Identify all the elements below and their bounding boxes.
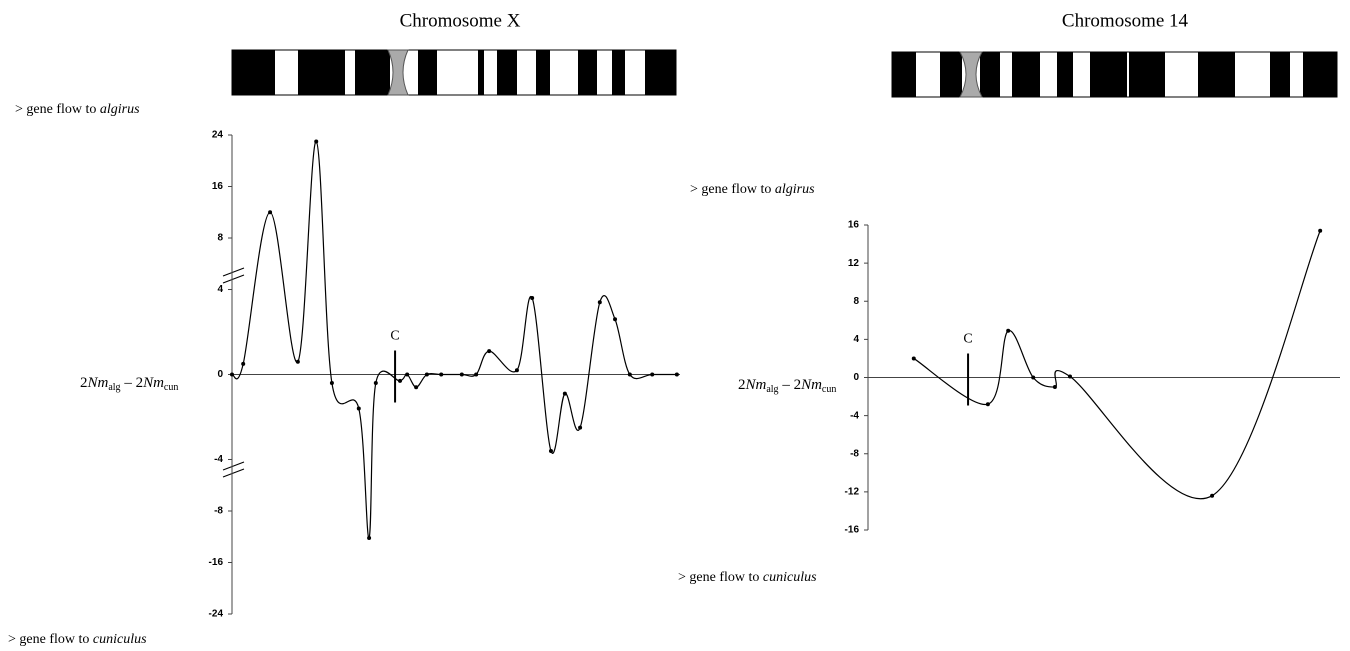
y-axis-label: 2Nmalg – 2Nmcun [80,375,178,393]
y-axis-label-part: Nm [87,375,109,391]
ideogram-14 [891,51,1338,98]
point [414,385,419,390]
axis-break [222,267,245,478]
y-tick-label: -24 [209,609,224,620]
point [911,356,916,361]
point [230,372,234,377]
annotation-top: > gene flow to algirus [690,182,815,197]
y-axis-label-part: Nm [142,375,164,391]
line [231,140,677,539]
y-axis-label-part: – 2 [121,375,144,391]
y-tick-label: 4 [217,284,223,295]
chart-title: Chromosome X [400,10,521,31]
annotation-bottom-part: cuniculus [763,570,817,585]
y-tick-label: -16 [209,557,224,568]
point [439,372,444,377]
y-axis-label-part: Nm [745,377,767,393]
point [1031,375,1036,380]
y-tick-label: 0 [853,372,859,383]
line [913,230,1321,500]
point [295,359,300,364]
y-tick-label: 16 [848,220,860,231]
point [514,368,519,373]
y-axis-label: 2Nmalg – 2Nmcun [738,377,836,395]
point [562,391,567,396]
annotation-bottom-part: > gene flow to [678,570,763,585]
y-tick-label: 12 [848,258,860,269]
y-axis-label-part: alg [108,382,120,393]
y-tick-label: -4 [850,410,859,421]
point [474,372,479,377]
chart-title: Chromosome 14 [1062,10,1189,31]
annotation-top-part: > gene flow to [690,182,775,197]
point [373,380,378,385]
annotation-top-part: algirus [775,182,815,197]
y-axis-label-part: Nm [800,377,822,393]
point [1318,228,1323,233]
point [613,317,618,322]
y-axis-label-part: cun [164,382,178,393]
point [241,361,246,366]
y-tick-label: 24 [212,130,224,141]
annotation-bottom-part: cuniculus [93,632,147,647]
point [314,139,319,144]
y-axis-label-part: 2 [738,377,746,393]
annotation-bottom: > gene flow to cuniculus [8,632,147,647]
point [548,448,553,453]
annotation-top: > gene flow to algirus [15,102,140,117]
point [405,372,410,377]
y-tick-label: -4 [214,454,223,465]
point [597,300,602,305]
y-tick-label: 4 [853,334,859,345]
ideogram-x [231,49,677,96]
y-tick-label: -8 [850,448,859,459]
y-tick-label: 16 [212,181,224,192]
point [268,210,273,215]
point [1006,328,1011,333]
centromere-label: C [963,332,972,347]
point [1068,374,1073,379]
centromere-label: C [390,329,399,344]
point [627,372,632,377]
y-tick-label: -12 [845,487,860,498]
y-tick-label: -16 [845,525,860,536]
y-axis-label-part: alg [766,384,778,395]
point [985,402,990,407]
annotation-top-part: algirus [100,102,140,117]
y-tick-label: -8 [214,506,223,517]
y-axis-label-part: 2 [80,375,88,391]
y-tick-label: 8 [217,233,223,244]
point [356,406,361,411]
point [329,380,334,385]
y-axis-label-part: – 2 [779,377,802,393]
annotation-top-part: > gene flow to [15,102,100,117]
point [578,425,583,430]
point [650,372,655,377]
y-axis-label-part: cun [822,384,836,395]
annotation-bottom-part: > gene flow to [8,632,93,647]
point [487,349,492,354]
point [459,372,464,377]
point [1052,385,1057,390]
point [398,378,402,383]
annotation-bottom: > gene flow to cuniculus [678,570,817,585]
y-tick-label: 8 [853,296,859,307]
point [367,536,372,541]
y-tick-label: 0 [217,369,223,380]
point [1210,493,1215,498]
point [530,296,535,301]
point [674,372,679,377]
point [424,372,429,377]
